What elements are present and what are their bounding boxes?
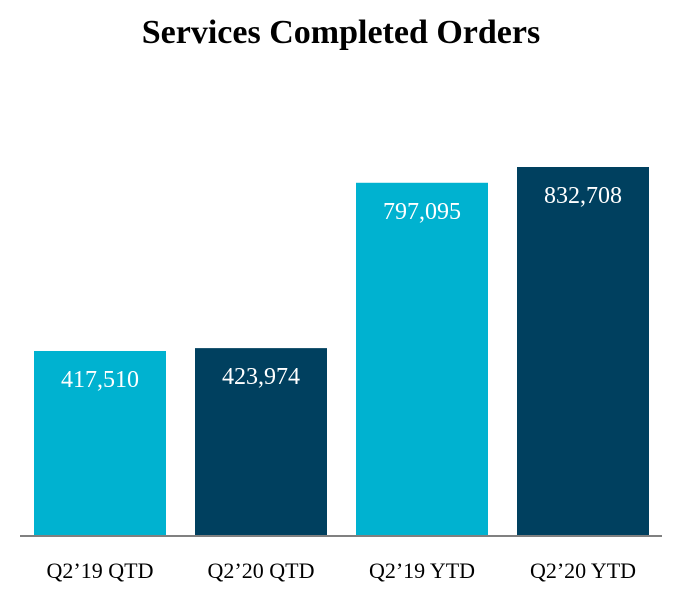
x-tick-label: Q2’19 YTD (369, 558, 475, 583)
bar-1 (34, 350, 166, 536)
bar-3 (356, 182, 488, 536)
bar-value-label: 832,708 (544, 183, 622, 209)
bars-layer (34, 167, 649, 536)
x-tick-label: Q2’19 QTD (47, 558, 154, 583)
chart-title: Services Completed Orders (141, 14, 541, 51)
x-tick-label: Q2’20 YTD (530, 558, 636, 583)
bar-value-label: 423,974 (222, 364, 300, 390)
x-tick-label: Q2’20 QTD (208, 558, 315, 583)
bar-value-label: 797,095 (383, 199, 461, 225)
bar-4 (517, 167, 649, 536)
labels-layer: 417,510 Q2’19 QTD 423,974 Q2’20 QTD 797,095 Q… (47, 183, 637, 583)
bar-2 (195, 348, 327, 536)
bar-value-label: 417,510 (61, 367, 139, 393)
